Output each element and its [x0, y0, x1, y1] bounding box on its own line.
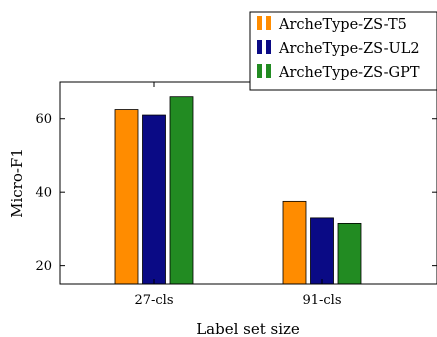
- legend-swatch-2-b: [266, 40, 271, 54]
- legend-label-3: ArcheType-ZS-GPT: [278, 65, 420, 81]
- legend-swatch-3: [257, 64, 262, 78]
- plot-frame: [59, 81, 437, 285]
- bar-27-cls-1: [114, 109, 139, 285]
- bar-91-cls-1: [282, 200, 307, 285]
- legend-swatch-1-b: [266, 16, 271, 30]
- legend: ArcheType-ZS-T5 ArcheType-ZS-UL2 ArcheType…: [249, 11, 437, 91]
- x-axis-label: Label set size: [196, 320, 300, 337]
- y-tick-label: 60: [35, 112, 52, 127]
- x-tick-label: 27-cls: [134, 293, 173, 308]
- y-tick-label: 40: [35, 186, 52, 201]
- bar-91-cls-2: [310, 217, 334, 285]
- legend-label-2: ArcheType-ZS-UL2: [278, 41, 420, 57]
- legend-swatch-2: [257, 40, 262, 54]
- legend-box: [249, 11, 437, 91]
- legend-label-1: ArcheType-ZS-T5: [278, 17, 407, 33]
- legend-swatch-3-b: [266, 64, 271, 78]
- bar-91-cls-3: [337, 222, 362, 285]
- y-axis-ticks: 20 40 60: [35, 112, 437, 274]
- y-axis-label: Micro-F1: [8, 148, 26, 218]
- bar-27-cls-2: [142, 114, 166, 285]
- legend-swatch-1: [257, 16, 262, 30]
- bar-27-cls-3: [169, 96, 194, 285]
- x-tick-label: 91-cls: [302, 293, 341, 308]
- y-tick-label: 20: [35, 259, 52, 274]
- bars: [114, 96, 362, 285]
